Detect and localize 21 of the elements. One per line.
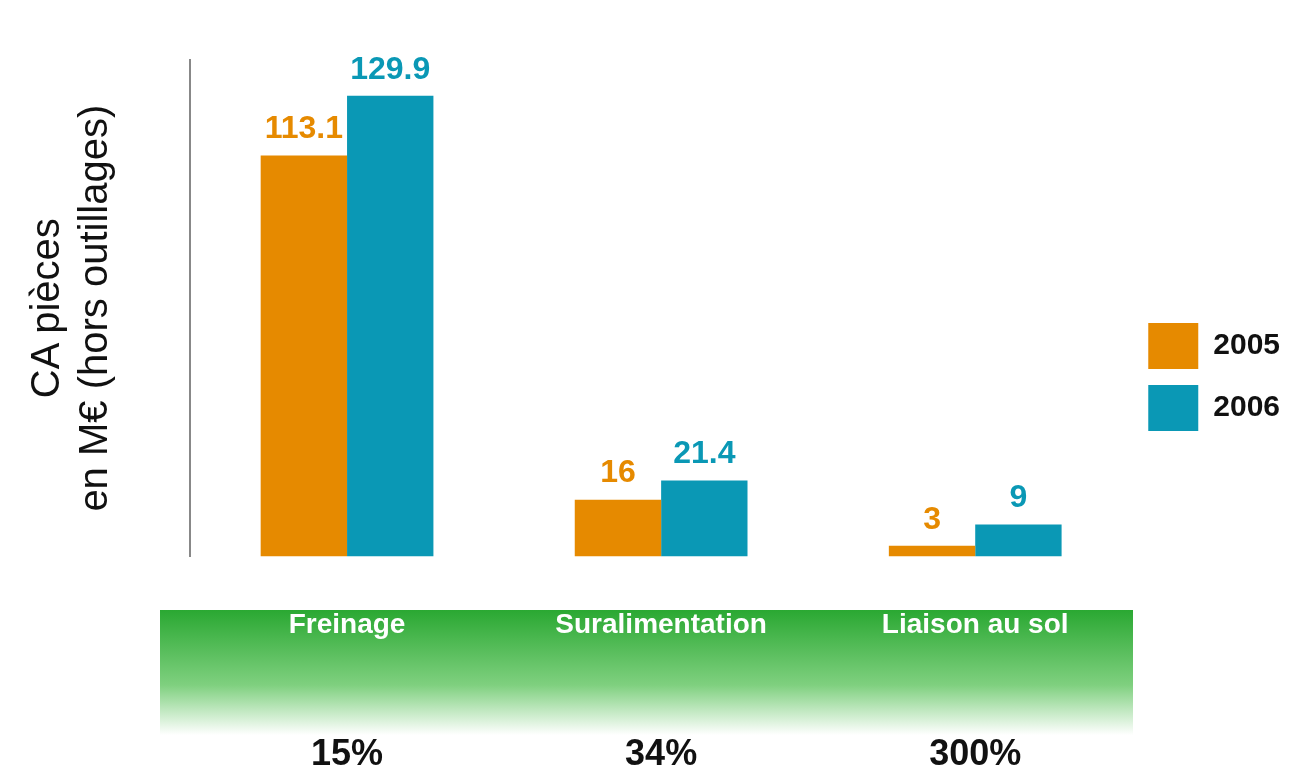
x-tick-label: Freinage	[288, 607, 406, 639]
y-axis-title: CA pièces en M€ (hors outillages)	[23, 104, 116, 512]
data-label: 16	[600, 453, 636, 490]
bar	[975, 524, 1062, 557]
legend-label: 2006	[1213, 389, 1281, 423]
text: 300%	[929, 731, 1022, 773]
text: 15%	[311, 731, 384, 773]
data-label: 3	[923, 499, 941, 536]
text: 34%	[625, 731, 698, 773]
bar	[260, 155, 348, 557]
bar	[347, 95, 434, 557]
data-label: 113.1	[264, 109, 344, 146]
x-tick-label: Suralimentation	[555, 607, 767, 639]
bar	[888, 545, 976, 557]
data-label: 21.4	[673, 434, 736, 471]
x-tick-label: Liaison au sol	[881, 607, 1069, 639]
data-label: 129.9	[350, 49, 431, 86]
legend-label: 2005	[1213, 327, 1281, 361]
bar	[574, 499, 662, 557]
bar	[661, 480, 748, 557]
data-label: 9	[1009, 478, 1028, 515]
